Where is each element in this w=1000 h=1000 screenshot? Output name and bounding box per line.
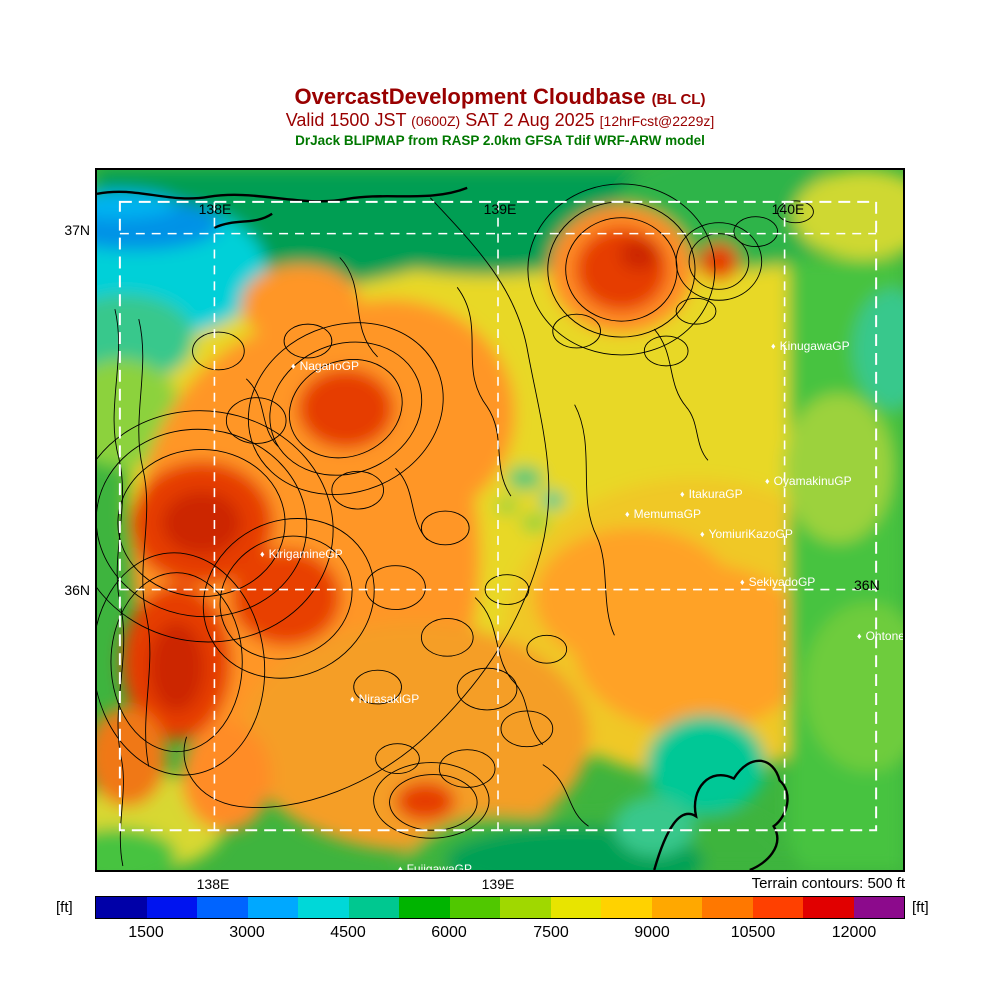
lat-label-37n-left: 37N — [64, 222, 90, 238]
valid-date: SAT 2 Aug 2025 — [465, 110, 595, 131]
site-label: KirigamineGP — [268, 547, 343, 561]
site-label: ItakuraGP — [688, 487, 743, 501]
colorbar-tick-6000: 6000 — [431, 924, 467, 941]
colorbar-cell — [803, 897, 854, 918]
site-marker-yomiurikazo: ♦ YomiuriKazoGP — [700, 527, 793, 541]
colorbar-cell — [298, 897, 349, 918]
site-marker-fujigawa: ♦ FujigawaGP — [398, 862, 472, 872]
diamond-marker-icon: ♦ — [398, 863, 403, 872]
site-label: OyamakinuGP — [773, 474, 852, 488]
diamond-marker-icon: ♦ — [857, 630, 862, 641]
colorbar-unit-left: [ft] — [56, 899, 73, 916]
lon-label-139e-top: 139E — [483, 201, 517, 217]
colorbar-cell — [348, 897, 399, 918]
valid-time-line: Valid 1500 JST (0600Z) SAT 2 Aug 2025 [1… — [0, 110, 1000, 131]
site-marker-oyamakinu: ♦ OyamakinuGP — [765, 474, 852, 488]
site-marker-memuma: ♦ MemumaGP — [625, 507, 701, 521]
colorbar-cell — [550, 897, 601, 918]
colorbar-cell — [247, 897, 298, 918]
diamond-marker-icon: ♦ — [700, 528, 705, 539]
colorbar-cell — [96, 897, 147, 918]
site-label: NirasakiGP — [358, 692, 420, 706]
site-label: SekiyadoGP — [748, 575, 816, 589]
site-marker-sekiyado: ♦ SekiyadoGP — [740, 575, 815, 589]
colorbar-cell — [752, 897, 803, 918]
colorbar-cell — [399, 897, 450, 918]
colorbar-tick-10500: 10500 — [730, 924, 776, 941]
site-label: YomiuriKazoGP — [708, 527, 793, 541]
colorbar-cell — [449, 897, 500, 918]
colorbar-cell — [853, 897, 904, 918]
site-marker-nagano: ♦ NaganoGP — [291, 359, 359, 373]
site-label: MemumaGP — [633, 507, 701, 521]
site-label: NaganoGP — [299, 359, 359, 373]
diamond-marker-icon: ♦ — [771, 340, 776, 351]
colorbar-cell — [601, 897, 652, 918]
diamond-marker-icon: ♦ — [350, 693, 355, 704]
latlon-grid-overlay — [118, 200, 878, 832]
site-label: OhtoneGP — [865, 629, 905, 643]
forecast-map: 138E 139E 140E 36N ♦ NaganoGP ♦ Kinugawa… — [95, 168, 905, 872]
colorbar-tick-7500: 7500 — [533, 924, 569, 941]
diamond-marker-icon: ♦ — [765, 475, 770, 486]
colorbar-tick-4500: 4500 — [330, 924, 366, 941]
site-marker-ohtone: ♦ OhtoneGP — [857, 629, 905, 643]
site-label: KinugawaGP — [779, 339, 850, 353]
page-title-main: OvercastDevelopment Cloudbase — [294, 84, 646, 109]
page-title: OvercastDevelopment Cloudbase (BL CL) — [0, 84, 1000, 109]
colorbar-cell — [651, 897, 702, 918]
colorbar-tick-3000: 3000 — [229, 924, 265, 941]
lat-label-36n-left: 36N — [64, 582, 90, 598]
colorbar-cell — [146, 897, 197, 918]
diamond-marker-icon: ♦ — [291, 360, 296, 371]
colorbar-tick-12000: 12000 — [831, 924, 877, 941]
colorbar-tick-1500: 1500 — [128, 924, 164, 941]
colorbar — [95, 896, 905, 919]
page-title-suffix: (BL CL) — [651, 91, 706, 108]
header: OvercastDevelopment Cloudbase (BL CL) Va… — [0, 84, 1000, 149]
colorbar-unit-right: [ft] — [912, 899, 929, 916]
site-marker-kirigamine: ♦ KirigamineGP — [260, 547, 343, 561]
diamond-marker-icon: ♦ — [680, 488, 685, 499]
colorbar-cell — [702, 897, 753, 918]
colorbar-cell — [197, 897, 248, 918]
valid-prefix: Valid 1500 JST — [285, 110, 407, 131]
colorbar-tick-9000: 9000 — [634, 924, 670, 941]
lon-label-138e-bottom: 138E — [196, 876, 230, 892]
site-label: FujigawaGP — [406, 862, 472, 872]
terrain-contour-layer — [97, 183, 814, 867]
site-marker-itakura: ♦ ItakuraGP — [680, 487, 743, 501]
diamond-marker-icon: ♦ — [740, 576, 745, 587]
diamond-marker-icon: ♦ — [260, 548, 265, 559]
colorbar-cell — [500, 897, 551, 918]
lon-label-138e-top: 138E — [198, 201, 232, 217]
terrain-contours-note: Terrain contours: 500 ft — [751, 875, 905, 892]
terrain-relief-svg — [97, 170, 903, 870]
lon-label-139e-bottom: 139E — [481, 876, 515, 892]
forecast-tag: [12hrFcst@2229z] — [599, 113, 715, 130]
valid-zulu: (0600Z) — [411, 113, 461, 130]
diamond-marker-icon: ♦ — [625, 508, 630, 519]
lon-label-140e-top: 140E — [771, 201, 805, 217]
lat-label-36n-right: 36N — [854, 577, 880, 593]
model-line: DrJack BLIPMAP from RASP 2.0km GFSA Tdif… — [295, 132, 705, 148]
site-marker-kinugawa: ♦ KinugawaGP — [771, 339, 850, 353]
site-marker-nirasaki: ♦ NirasakiGP — [350, 692, 419, 706]
